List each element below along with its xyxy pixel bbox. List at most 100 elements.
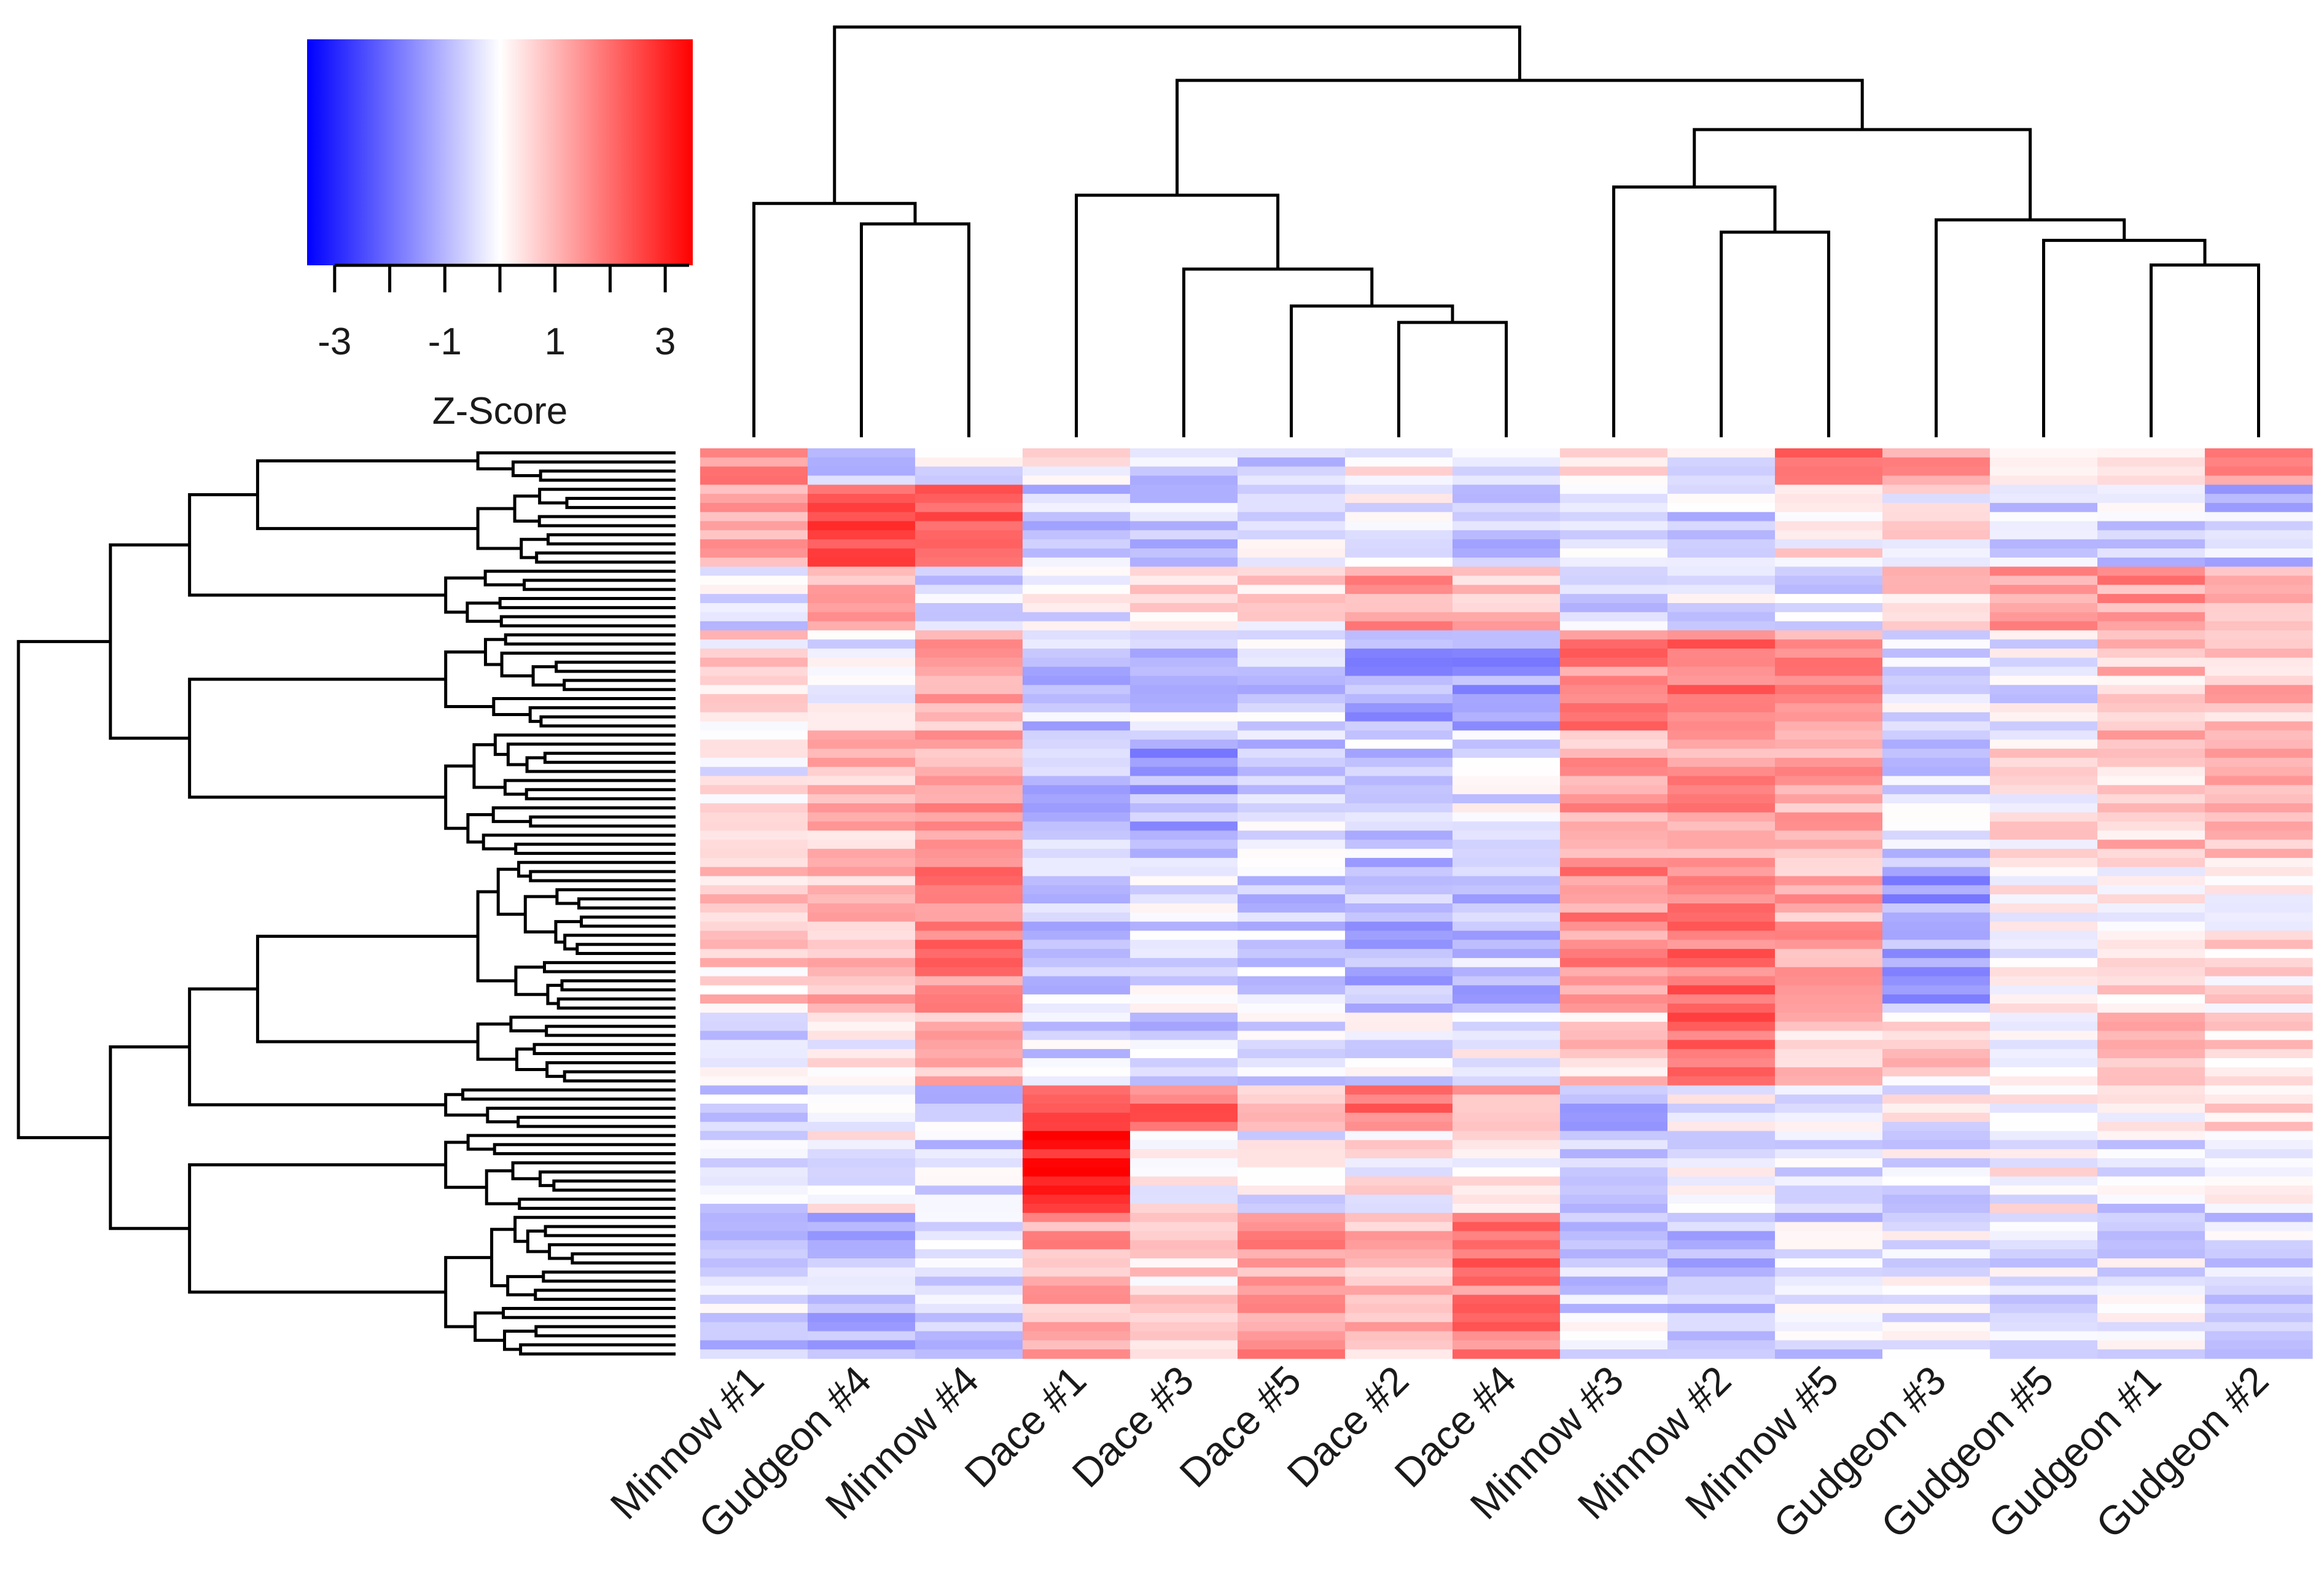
row-dendrogram-branch: [529, 870, 676, 883]
heatmap-cell: [808, 857, 916, 868]
heatmap-cell: [1775, 857, 1883, 868]
heatmap-cell: [915, 585, 1023, 594]
heatmap-cell: [1238, 1158, 1346, 1168]
heatmap-cell: [808, 803, 916, 813]
heatmap-cell: [1560, 766, 1668, 777]
heatmap-cell: [1130, 994, 1238, 1004]
heatmap-cell: [700, 575, 808, 585]
heatmap-cell: [2205, 721, 2313, 731]
heatmap-cell: [1238, 812, 1346, 822]
heatmap-cell: [2205, 457, 2313, 467]
heatmap-cell: [2205, 876, 2313, 886]
heatmap-cell: [2097, 1021, 2205, 1032]
heatmap-cell: [1023, 721, 1131, 731]
heatmap-cell: [1345, 466, 1453, 477]
heatmap-cell: [915, 1131, 1023, 1140]
column-dendrogram-branch: [1397, 321, 1508, 437]
heatmap-cell: [1023, 1258, 1131, 1268]
heatmap-cell: [1345, 1249, 1453, 1259]
heatmap-cell: [1667, 694, 1776, 704]
heatmap-cell: [1560, 602, 1668, 613]
heatmap-cell: [915, 1240, 1023, 1250]
heatmap-cell: [808, 930, 916, 940]
heatmap-cell: [700, 1112, 808, 1123]
heatmap-cell: [1667, 876, 1776, 886]
heatmap-cell: [1130, 548, 1238, 558]
heatmap-cell: [1775, 803, 1883, 813]
heatmap-cell: [915, 885, 1023, 895]
row-dendrogram-branch: [109, 1045, 190, 1230]
heatmap-cell: [2205, 1304, 2313, 1314]
heatmap-cell: [1130, 712, 1238, 722]
heatmap-cell: [808, 548, 916, 558]
heatmap-cell: [1345, 1222, 1453, 1232]
heatmap-cell: [2205, 985, 2313, 995]
heatmap-cell: [1882, 721, 1991, 731]
heatmap-cell: [808, 1121, 916, 1132]
heatmap-cell: [1560, 1112, 1668, 1123]
heatmap-cell: [1130, 794, 1238, 804]
heatmap-cell: [1775, 1085, 1883, 1095]
heatmap-cell: [1990, 1094, 2098, 1104]
heatmap-cell: [1990, 1121, 2098, 1132]
heatmap-cell: [1452, 876, 1561, 886]
heatmap-cell: [2097, 566, 2205, 577]
heatmap-cell: [808, 840, 916, 849]
heatmap-cell: [2097, 1212, 2205, 1223]
heatmap-cell: [808, 502, 916, 513]
heatmap-cell: [915, 539, 1023, 549]
heatmap-cell: [1775, 1112, 1883, 1123]
heatmap-cell: [1452, 739, 1561, 749]
row-dendrogram-branch: [472, 743, 505, 789]
heatmap-cell: [2097, 921, 2205, 932]
heatmap-cell: [2205, 912, 2313, 922]
heatmap-cell: [1775, 1276, 1883, 1287]
heatmap-cell: [1130, 1040, 1238, 1050]
heatmap-cell: [1882, 1267, 1991, 1277]
heatmap-cell: [1560, 803, 1668, 813]
heatmap-cell: [1023, 539, 1131, 549]
heatmap-cell: [1238, 594, 1346, 604]
heatmap-cell: [700, 1031, 808, 1040]
heatmap-cell: [1882, 1058, 1991, 1068]
heatmap-cell: [1667, 1240, 1776, 1250]
heatmap-cell: [915, 857, 1023, 868]
heatmap-cell: [1345, 1149, 1453, 1159]
heatmap-cell: [2205, 666, 2313, 677]
heatmap-cell: [1775, 1249, 1883, 1259]
heatmap-cell: [1345, 685, 1453, 695]
heatmap-cell: [1775, 730, 1883, 740]
heatmap-cell: [915, 1295, 1023, 1304]
heatmap-cell: [700, 630, 808, 640]
heatmap-cell: [915, 849, 1023, 859]
heatmap-cell: [1130, 830, 1238, 840]
heatmap-cell: [1238, 1004, 1346, 1013]
heatmap-cell: [1882, 903, 1991, 913]
heatmap-cell: [700, 1085, 808, 1095]
heatmap-cell: [1452, 703, 1561, 713]
heatmap-cell: [1667, 1131, 1776, 1140]
heatmap-cell: [1238, 912, 1346, 922]
heatmap-cell: [1238, 1121, 1346, 1132]
heatmap-cell: [2097, 1312, 2205, 1323]
heatmap-cell: [915, 1004, 1023, 1013]
heatmap-cell: [1238, 676, 1346, 685]
heatmap-cell: [1023, 876, 1131, 886]
heatmap-cell: [915, 1331, 1023, 1341]
column-dendrogram-branch: [2150, 263, 2260, 437]
heatmap-cell: [1667, 1304, 1776, 1314]
heatmap-cell: [2097, 785, 2205, 795]
heatmap-cell: [1560, 794, 1668, 804]
heatmap-cell: [1023, 1204, 1131, 1214]
heatmap-cell: [2097, 466, 2205, 477]
heatmap-cell: [2205, 894, 2313, 904]
heatmap-cell: [1130, 1131, 1238, 1140]
heatmap-cell: [1990, 1222, 2098, 1232]
heatmap-cell: [1560, 1176, 1668, 1187]
heatmap-cell: [1345, 1040, 1453, 1050]
heatmap-cell: [1990, 657, 2098, 668]
heatmap-cell: [1130, 1258, 1238, 1268]
heatmap-cell: [1452, 475, 1561, 485]
heatmap-cell: [915, 502, 1023, 513]
